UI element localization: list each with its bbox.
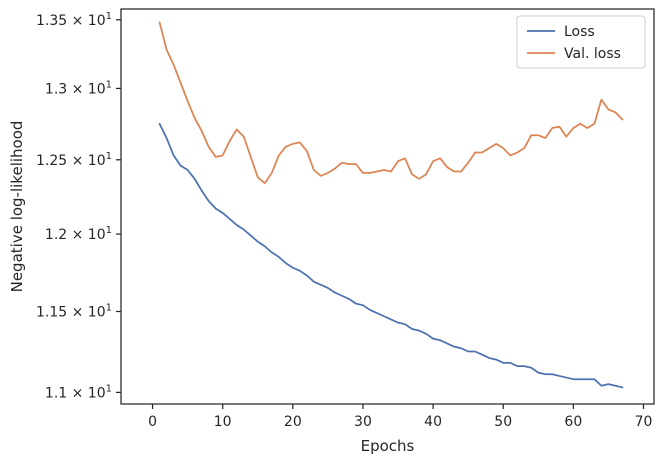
- series-layer: [158, 21, 624, 389]
- y-tick-label: 1.1 × 101: [45, 383, 112, 401]
- plot-background: [121, 9, 654, 404]
- x-tick-label: 10: [214, 414, 232, 430]
- legend-label: Val. loss: [564, 46, 621, 62]
- y-axis-label: Negative log-likelihood: [8, 121, 26, 293]
- x-tick-label: 40: [424, 414, 442, 430]
- series-line-val-loss: [158, 21, 624, 185]
- y-tick-label: 1.3 × 101: [45, 79, 112, 97]
- axes-layer: 0 10 20 30 40 50 60 70 1.1 × 101 1.15 × 101 1.2 × …: [36, 11, 652, 430]
- x-tick-label: 0: [148, 414, 157, 430]
- x-tick-label: 60: [564, 414, 582, 430]
- x-tick-label: 50: [494, 414, 512, 430]
- x-tick-label: 70: [635, 414, 653, 430]
- x-axis-label: Epochs: [361, 437, 415, 455]
- y-tick-label: 1.35 × 101: [36, 11, 112, 29]
- plot-frame: [120, 8, 655, 405]
- legend: Loss Val. loss: [516, 15, 646, 69]
- legend-box: [516, 15, 646, 69]
- y-tick-label: 1.2 × 101: [45, 225, 112, 243]
- legend-label: Loss: [564, 24, 595, 40]
- y-tick-label: 1.25 × 101: [36, 151, 112, 169]
- y-tick-label: 1.15 × 101: [36, 303, 112, 321]
- series-line-loss: [158, 122, 624, 389]
- x-tick-label: 20: [284, 414, 302, 430]
- x-tick-label: 30: [354, 414, 372, 430]
